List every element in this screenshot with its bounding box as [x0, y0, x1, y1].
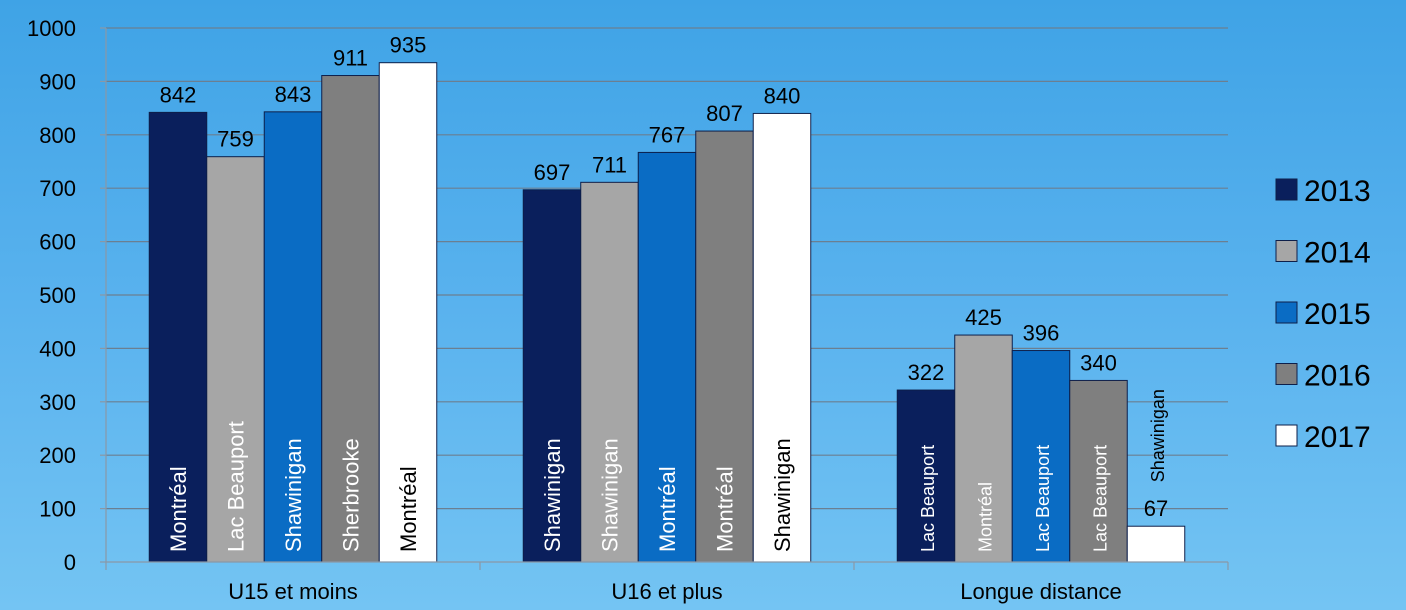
x-category-label: U16 et plus: [611, 579, 722, 604]
bar: [1126, 525, 1186, 563]
data-label: 807: [706, 101, 743, 126]
bar: [522, 189, 582, 563]
labels: 842 Montréal 697 Shawinigan 322 Lac Beauport 7…: [160, 33, 1169, 552]
data-label: 711: [592, 152, 627, 177]
data-label: 911: [333, 46, 368, 71]
y-tick-label: 500: [39, 283, 76, 308]
bar: [206, 156, 265, 563]
x-category-label: Longue distance: [960, 579, 1121, 604]
legend-label: 2017: [1304, 421, 1371, 454]
data-label: 759: [217, 127, 254, 152]
y-tick-label: 900: [39, 69, 76, 94]
bar-location-label: Shawinigan: [1148, 389, 1168, 482]
y-tick-label: 600: [39, 230, 76, 255]
bar: [263, 111, 323, 563]
bar-location-label: Shawinigan: [540, 438, 565, 552]
bar: [637, 151, 697, 563]
data-label: 396: [1023, 321, 1060, 346]
bar-location-label: Montréal: [396, 466, 421, 552]
legend-label: 2014: [1304, 237, 1371, 270]
y-tick-label: 300: [39, 390, 76, 415]
bar-location-label: Lac Beauport: [1033, 445, 1053, 552]
data-label: 67: [1144, 496, 1168, 521]
bar-location-label: Sherbrooke: [339, 438, 364, 552]
y-tick-label: 1000: [27, 16, 76, 41]
data-label: 767: [649, 122, 686, 147]
bar: [1011, 350, 1071, 563]
bar-location-label: Montréal: [976, 482, 996, 552]
data-label: 340: [1080, 350, 1117, 375]
legend-label: 2015: [1304, 298, 1371, 331]
legend-swatch: [1275, 240, 1298, 262]
legend-label: 2013: [1304, 175, 1371, 208]
bar-location-label: Montréal: [166, 466, 191, 552]
legend-swatch: [1275, 178, 1298, 201]
legend-swatch: [1275, 424, 1298, 447]
data-label: 322: [908, 360, 945, 385]
bar-location-label: Montréal: [655, 466, 680, 552]
data-label: 697: [534, 160, 571, 185]
bar-location-label: Montréal: [713, 466, 738, 552]
legend: 2013 2014 2015 2016 2017: [1275, 175, 1371, 454]
bar: [321, 75, 380, 563]
bar-location-label: Lac Beauport: [224, 421, 249, 552]
y-tick-label: 400: [39, 336, 76, 361]
bar: [752, 112, 812, 563]
bar-location-label: Shawinigan: [598, 438, 623, 552]
y-tick-label: 200: [39, 443, 76, 468]
bar-location-label: Lac Beauport: [918, 445, 938, 552]
y-tick-label: 800: [39, 123, 76, 148]
bar: [695, 130, 754, 563]
bar: [954, 334, 1013, 563]
bar-location-label: Shawinigan: [770, 438, 795, 552]
legend-swatch: [1275, 301, 1298, 324]
legend-label: 2016: [1304, 360, 1371, 393]
bars: [148, 62, 1186, 563]
data-label: 842: [160, 82, 197, 107]
data-label: 935: [390, 33, 427, 58]
data-label: 840: [764, 83, 801, 108]
bar: [580, 181, 639, 563]
axes: 0 100 200 300 400 500 600 700 800 900 1000 U15 et m…: [27, 16, 1229, 604]
data-label: 425: [965, 305, 1002, 330]
y-tick-label: 100: [39, 497, 76, 522]
x-category-label: U15 et moins: [228, 579, 358, 604]
legend-swatch: [1275, 363, 1298, 385]
data-label: 843: [275, 82, 312, 107]
bar-location-label: Shawinigan: [281, 438, 306, 552]
bar: [378, 62, 438, 563]
y-tick-label: 0: [64, 550, 76, 575]
bar-location-label: Lac Beauport: [1091, 445, 1111, 552]
bar: [1069, 379, 1128, 563]
y-tick-label: 700: [39, 176, 76, 201]
